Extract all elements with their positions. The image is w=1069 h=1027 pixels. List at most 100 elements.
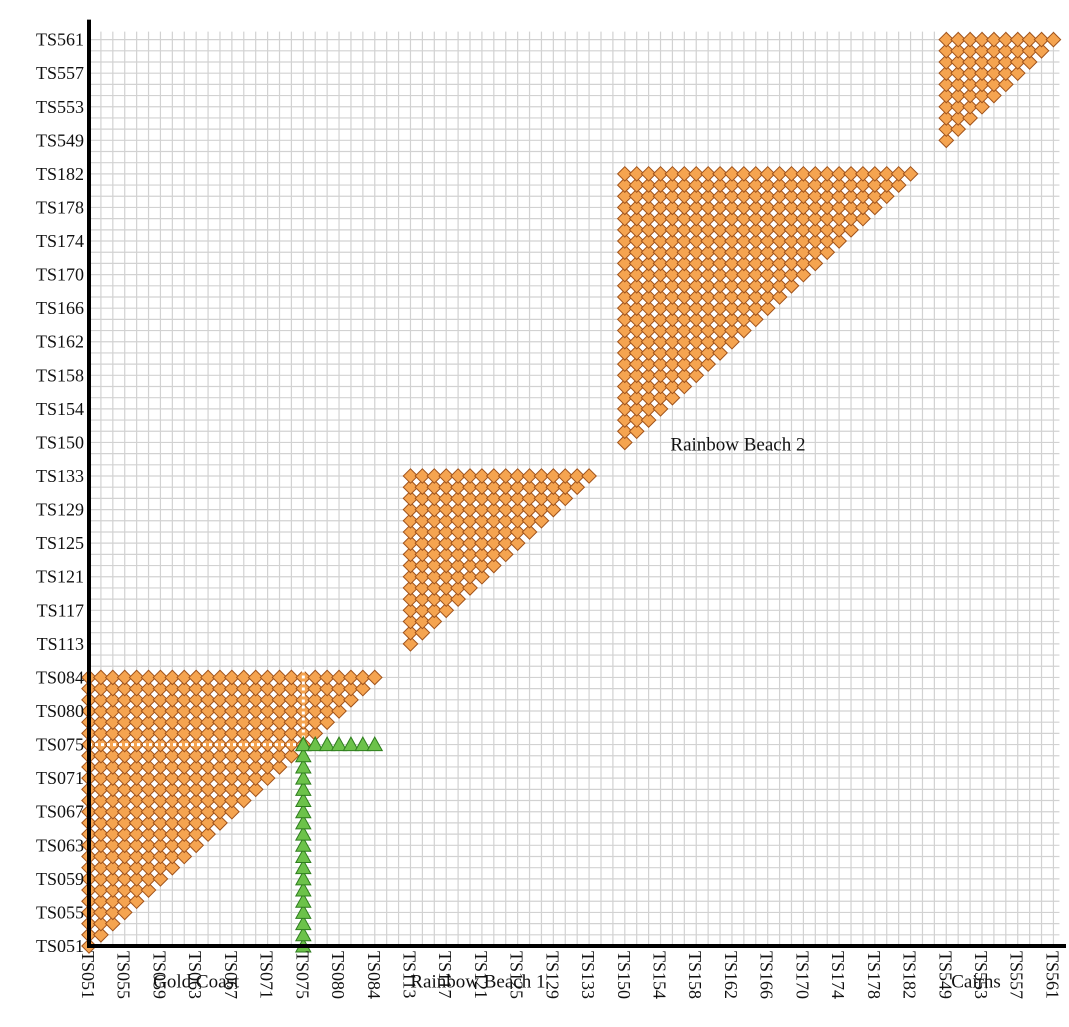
diamond-marker [152, 837, 169, 854]
diamond-marker [426, 568, 443, 585]
diamond-marker [343, 680, 359, 697]
diamond-marker [795, 199, 812, 216]
diamond-marker [724, 177, 740, 193]
x-tick-label: TS154 [650, 951, 670, 999]
diamond-marker [688, 277, 705, 294]
diamond-marker [283, 703, 300, 719]
x-tick-label: TS158 [685, 951, 705, 999]
diamond-marker [855, 188, 871, 205]
x-tick-label: TS080 [328, 951, 348, 999]
diamond-marker [438, 524, 455, 540]
diamond-marker [616, 221, 633, 238]
diamond-marker [140, 680, 157, 697]
diamond-marker [628, 356, 645, 373]
diamond-marker [997, 31, 1014, 48]
diamond-marker [509, 512, 526, 529]
annotation-label: Rainbow Beach 1 [410, 972, 545, 993]
diamond-marker [712, 177, 728, 193]
diamond-marker [164, 792, 181, 809]
diamond-marker [414, 524, 431, 540]
diamond-marker [628, 322, 645, 339]
diamond-marker [104, 837, 121, 854]
diamond-marker [997, 65, 1014, 82]
diamond-marker [628, 255, 645, 272]
diamond-marker [140, 770, 157, 787]
diamond-marker [819, 233, 836, 249]
diamond-marker [223, 691, 240, 708]
diamond-marker [819, 221, 836, 238]
diamond-marker [795, 188, 812, 205]
diamond-marker [200, 815, 216, 831]
diamond-marker [700, 311, 717, 328]
diamond-marker [426, 613, 443, 630]
diamond-marker [1021, 42, 1038, 59]
diamond-marker [628, 400, 645, 417]
diamond-marker [92, 904, 109, 921]
diamond-marker [712, 311, 728, 328]
triangle-marker [354, 736, 372, 752]
diamond-marker [974, 65, 990, 82]
diamond-marker [104, 870, 121, 887]
diamond-marker [795, 210, 812, 227]
diamond-marker [819, 199, 836, 216]
triangle-marker [294, 758, 312, 774]
diamond-marker [92, 837, 109, 854]
diamond-marker [640, 266, 657, 283]
diamond-marker [640, 244, 657, 261]
y-tick-label: TS561 [36, 30, 84, 50]
diamond-marker [271, 759, 288, 775]
diamond-marker [652, 322, 669, 339]
diamond-marker [474, 557, 490, 574]
diamond-marker [616, 322, 633, 339]
diamond-marker [521, 479, 538, 496]
diamond-marker [164, 770, 181, 787]
diamond-marker [152, 803, 169, 820]
diamond-marker [438, 479, 455, 496]
diamond-marker [545, 490, 562, 507]
diamond-marker [771, 210, 788, 227]
diamond-marker [700, 322, 717, 339]
diamond-marker [521, 490, 538, 507]
diamond-marker [92, 870, 109, 887]
diamond-marker [807, 199, 824, 216]
diamond-marker [283, 669, 300, 686]
y-tick-label: TS080 [36, 701, 84, 721]
diamond-marker [616, 199, 633, 216]
diamond-marker [509, 468, 526, 484]
diamond-marker [985, 31, 1002, 48]
diamond-marker [414, 602, 431, 619]
diamond-marker [474, 512, 490, 529]
diamond-marker [735, 300, 752, 317]
triangle-marker [294, 926, 312, 942]
annotation-label: Gold Coast [153, 972, 240, 993]
diamond-marker [164, 703, 181, 719]
diamond-marker [450, 468, 467, 484]
diamond-marker [759, 199, 776, 216]
diamond-marker [104, 725, 121, 742]
diamond-marker [759, 277, 776, 294]
diamond-marker [616, 356, 633, 373]
y-tick-label: TS071 [36, 768, 84, 788]
diamond-marker [92, 882, 109, 898]
diamond-marker [795, 165, 812, 182]
diamond-marker [533, 501, 550, 518]
diamond-marker [747, 210, 764, 227]
diamond-marker [116, 759, 133, 775]
diamond-marker [985, 87, 1002, 104]
diamond-marker [628, 188, 645, 205]
diamond-marker [735, 199, 752, 216]
diamond-marker [92, 747, 109, 764]
x-tick-label: TS561 [1042, 951, 1062, 999]
triangle-marker [294, 814, 312, 830]
diamond-marker [307, 703, 324, 719]
diamond-marker [664, 389, 681, 406]
diamond-marker [616, 333, 633, 350]
diamond-marker [783, 165, 800, 182]
diamond-marker [128, 669, 145, 686]
diamond-marker [116, 882, 133, 898]
x-tick-label: TS055 [114, 951, 134, 999]
diamond-marker [819, 244, 836, 261]
diamond-marker [616, 345, 633, 361]
diamond-marker [92, 815, 109, 831]
diamond-marker [247, 770, 264, 787]
